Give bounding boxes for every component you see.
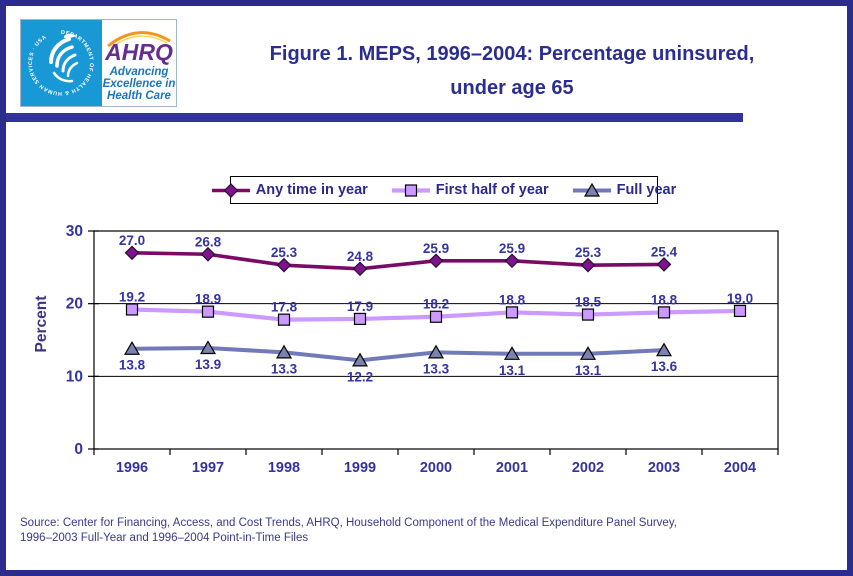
ahrq-logo-panel: AHRQ Advancing Excellence in Health Care <box>103 31 176 102</box>
marker-square-icon <box>429 310 443 323</box>
data-label: 13.6 <box>651 359 678 374</box>
marker-square-icon <box>277 313 291 326</box>
source-line2: 1996–2003 Full-Year and 1996–2004 Point-… <box>20 532 309 544</box>
marker-square-icon <box>353 312 367 326</box>
chart-legend: Any time in year First half of year Full y… <box>211 176 676 204</box>
data-label: 25.3 <box>271 245 298 260</box>
ahrq-tagline-line1: Advancing <box>109 66 169 78</box>
source-note: Source: Center for Financing, Access, an… <box>20 516 677 546</box>
legend-swatch-diamond-icon <box>211 182 250 198</box>
marker-triangle-icon <box>123 341 141 355</box>
data-label: 25.9 <box>423 241 449 256</box>
marker-square-icon <box>505 306 519 319</box>
marker-square-icon <box>733 304 747 318</box>
marker-diamond-icon <box>504 253 520 269</box>
data-label: 18.8 <box>499 292 526 307</box>
data-label: 13.3 <box>271 361 298 376</box>
data-label: 24.8 <box>347 249 374 264</box>
hhs-logo-panel <box>21 20 102 106</box>
legend-swatch-square-icon <box>391 183 430 197</box>
figure-title-line1: Figure 1. MEPS, 1996–2004: Percentage un… <box>269 43 755 65</box>
marker-diamond-icon <box>580 257 596 273</box>
y-axis-title: Percent <box>33 296 50 353</box>
data-label: 25.9 <box>499 241 525 256</box>
marker-diamond-icon <box>656 257 672 272</box>
data-label: 25.4 <box>651 244 678 259</box>
data-label: 17.9 <box>347 299 373 314</box>
marker-diamond-icon <box>428 253 444 269</box>
legend-label: First half of year <box>435 182 549 198</box>
legend-item-1: First half of year <box>391 182 549 198</box>
y-tick-label-30: 30 <box>66 223 83 240</box>
data-label: 26.8 <box>195 234 222 249</box>
legend-label: Any time in year <box>255 182 368 198</box>
marker-diamond-icon <box>200 246 216 262</box>
marker-triangle-icon <box>427 344 445 359</box>
y-tick-label-20: 20 <box>66 296 83 313</box>
x-tick-label-2004: 2004 <box>724 460 756 476</box>
line-chart: 0 10 20 30 1996 1997 1998 1999 2000 2001 2002 2003 2… <box>33 223 779 476</box>
x-tick-label-1998: 1998 <box>268 460 300 476</box>
ahrq-tagline-line2: Excellence in <box>103 78 176 90</box>
marker-diamond-icon <box>124 245 140 261</box>
data-label: 17.8 <box>271 300 298 315</box>
plot-area-border <box>93 230 779 450</box>
x-tick-label-2000: 2000 <box>420 460 452 476</box>
source-line1: Source: Center for Financing, Access, an… <box>20 517 677 529</box>
marker-triangle-icon <box>655 342 673 357</box>
marker-triangle-icon <box>275 344 293 359</box>
data-label: 19.2 <box>119 289 145 304</box>
legend-marker-triangle-icon <box>583 182 600 197</box>
ahrq-arc-highlight-icon <box>110 35 168 49</box>
marker-triangle-icon <box>503 346 521 360</box>
data-label: 18.2 <box>423 297 449 312</box>
marker-diamond-icon <box>352 261 368 277</box>
data-label: 13.3 <box>423 361 450 376</box>
marker-square-icon <box>201 305 215 318</box>
x-tick-label-2003: 2003 <box>648 460 680 476</box>
hhs-eagle-icon <box>49 33 79 83</box>
legend-marker-square-icon <box>404 183 417 197</box>
ahrq-arc-icon <box>107 31 171 48</box>
marker-triangle-icon <box>579 346 597 360</box>
data-label: 12.2 <box>347 369 373 384</box>
marker-square-icon <box>125 303 139 316</box>
x-tick-label-2002: 2002 <box>572 460 604 476</box>
marker-triangle-icon <box>351 352 369 367</box>
legend-marker-diamond-icon <box>223 182 239 198</box>
data-label: 13.8 <box>119 358 146 373</box>
legend-item-2: Full year <box>572 182 677 198</box>
x-tick-label-2001: 2001 <box>496 460 528 476</box>
data-label: 18.9 <box>195 292 221 307</box>
marker-square-icon <box>657 306 671 319</box>
ahrq-hhs-logo: DEPARTMENT OF HEALTH & HUMAN SERVICES · … <box>20 19 177 107</box>
legend-label: Full year <box>616 182 677 198</box>
legend-item-0: Any time in year <box>211 182 368 198</box>
ahrq-tagline-line3: Health Care <box>107 90 172 102</box>
data-label: 13.1 <box>499 363 526 378</box>
data-label: 19.0 <box>727 291 753 306</box>
figure-title: Figure 1. MEPS, 1996–2004: Percentage un… <box>182 37 842 105</box>
data-label: 18.8 <box>651 292 678 307</box>
y-tick-label-10: 10 <box>66 368 83 385</box>
data-label: 27.0 <box>119 233 145 248</box>
marker-diamond-icon <box>276 257 292 273</box>
x-tick-label-1997: 1997 <box>192 460 224 476</box>
data-label: 18.5 <box>575 295 602 310</box>
series-line-2 <box>130 345 666 363</box>
data-label: 13.1 <box>575 363 602 378</box>
x-tick-label-1999: 1999 <box>344 460 376 476</box>
y-tick-label-0: 0 <box>74 441 83 458</box>
legend-swatch-triangle-icon <box>572 182 611 197</box>
marker-triangle-icon <box>199 340 217 355</box>
header-divider-band <box>6 113 743 122</box>
x-tick-label-1996: 1996 <box>116 460 148 476</box>
marker-square-icon <box>581 308 595 321</box>
figure-title-line2: under age 65 <box>450 77 574 99</box>
series-line-0 <box>130 251 666 271</box>
ahrq-wordmark: AHRQ <box>104 39 173 65</box>
data-label: 25.3 <box>575 245 602 260</box>
data-label: 13.9 <box>195 357 221 372</box>
